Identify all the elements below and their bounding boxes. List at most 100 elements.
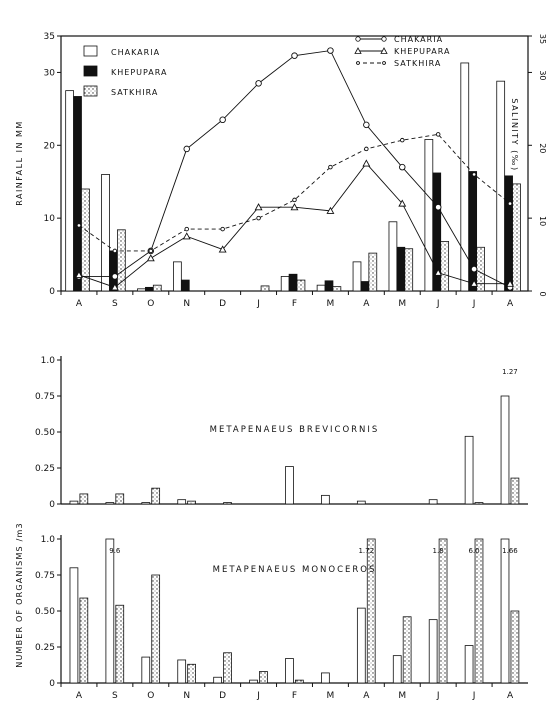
organism-bar-open — [428, 619, 438, 684]
panel2-ytick-label: 1.0 — [41, 356, 56, 366]
bar-value-annotation: 9.6 — [109, 547, 121, 555]
bar-legend-swatch — [83, 45, 98, 57]
rainfall-bar-khepupara — [468, 171, 478, 292]
rainfall-bar-chakaria — [496, 80, 506, 292]
organism-bar-open — [105, 538, 115, 684]
rainfall-bar-chakaria — [316, 284, 326, 292]
rainfall-bar-khepupara — [324, 280, 334, 292]
rainfall-bar-satkhira — [332, 286, 342, 292]
panel1-xtick-label: A — [363, 299, 370, 309]
organism-bar-dotted — [474, 538, 484, 684]
salinity-point-satkhira — [184, 226, 189, 232]
salinity-point-chakaria — [255, 80, 262, 87]
panel3-xtick-label: M — [327, 691, 335, 701]
line-legend-marker — [355, 36, 361, 42]
panel3-xtick-label: J — [436, 691, 440, 701]
rainfall-bar-khepupara — [504, 175, 513, 292]
salinity-point-khepupara — [470, 279, 479, 287]
organism-bar-dotted — [223, 502, 232, 505]
rainfall-bar-satkhira — [440, 241, 450, 292]
salinity-point-chakaria — [434, 203, 442, 211]
organism-bar-open — [356, 607, 366, 684]
panel1-y2tick-label: 10 — [538, 216, 547, 226]
rainfall-bar-chakaria — [101, 174, 110, 292]
rainfall-bar-chakaria — [173, 261, 182, 292]
rainfall-bar-chakaria — [137, 288, 146, 292]
organism-bar-open — [285, 466, 294, 505]
salinity-point-khepupara — [254, 203, 263, 211]
panel1-ylabel: RAINFALL IN MM — [15, 120, 24, 206]
salinity-point-khepupara — [74, 270, 83, 278]
organism-bar-open — [141, 656, 151, 684]
organism-bar-open — [285, 658, 294, 684]
panel1-y2tick-label: 0 — [538, 291, 547, 296]
panel3-xtick-label: J — [472, 691, 476, 701]
bar-legend-label: CHAKARIA — [111, 48, 160, 57]
rainfall-bar-satkhira — [81, 188, 90, 292]
salinity-point-khepupara — [146, 254, 155, 262]
salinity-point-khepupara — [506, 279, 515, 287]
panel1-xtick-label: J — [256, 299, 260, 309]
rainfall-bar-chakaria — [352, 261, 362, 292]
panel1-xtick-label: D — [219, 299, 226, 309]
organism-bar-open — [105, 502, 115, 505]
rainfall-bar-khepupara — [432, 172, 442, 292]
organism-bar-open — [500, 538, 510, 684]
panel3-xtick-label: S — [112, 691, 118, 701]
bar-value-annotation: 1.66 — [502, 547, 518, 555]
panel1-xtick-label: N — [183, 299, 190, 309]
salinity-point-satkhira — [76, 223, 82, 228]
salinity-point-satkhira — [148, 248, 154, 254]
bar-legend-swatch — [83, 85, 98, 97]
organism-bar-open — [177, 499, 187, 505]
line-legend-marker — [381, 36, 387, 42]
panel1-y2tick-label: 30 — [538, 70, 547, 80]
rainfall-bar-satkhira — [116, 229, 126, 292]
panel1-y2tick-label: 35 — [538, 34, 547, 44]
rainfall-bar-khepupara — [396, 246, 406, 292]
line-legend-marker — [382, 61, 386, 65]
rainfall-bar-satkhira — [476, 246, 485, 292]
panel1-ytick-label: 35 — [44, 32, 55, 42]
panel3-xtick-label: N — [183, 691, 190, 701]
salinity-point-satkhira — [435, 132, 441, 137]
panel3-xtick-label: A — [76, 691, 83, 701]
organism-bar-open — [392, 655, 402, 684]
panel3-title: METAPENAEUS MONOCEROS — [213, 565, 377, 575]
salinity-point-khepupara — [182, 232, 191, 240]
organism-bar-open — [249, 679, 258, 684]
salinity-point-chakaria — [327, 47, 334, 54]
rainfall-bar-satkhira — [368, 252, 378, 292]
bar-value-annotation: 6.0 — [468, 547, 479, 555]
rainfall-bar-satkhira — [260, 285, 270, 292]
panel3-xtick-label: O — [147, 691, 154, 701]
line-legend-label: KHEPUPARA — [394, 47, 451, 56]
panel1-xtick-label: S — [112, 299, 118, 309]
organism-bar-open — [177, 659, 187, 684]
organism-bar-open — [428, 499, 438, 505]
panel1-ytick-label: 10 — [44, 214, 56, 224]
panel2-ytick-label: 0.75 — [35, 392, 55, 402]
organism-bar-dotted — [79, 493, 89, 505]
organism-bar-open — [321, 494, 330, 505]
rainfall-bar-khepupara — [73, 96, 82, 292]
rainfall-bar-chakaria — [388, 221, 398, 292]
organism-bar-dotted — [510, 610, 520, 684]
rainfall-bar-chakaria — [65, 90, 74, 292]
rainfall-bar-khepupara — [109, 250, 118, 292]
rainfall-bar-satkhira — [512, 183, 521, 292]
salinity-point-chakaria — [363, 121, 370, 129]
rainfall-bar-satkhira — [296, 279, 306, 292]
panel1-xtick-label: O — [147, 299, 154, 309]
line-legend-label: CHAKARIA — [394, 35, 443, 44]
bar-value-annotation: 1.72 — [358, 547, 374, 555]
rainfall-bar-khepupara — [360, 281, 370, 292]
salinity-point-khepupara — [290, 203, 299, 211]
panel3-xtick-label: F — [292, 691, 297, 701]
salinity-point-satkhira — [507, 201, 513, 206]
organism-bar-dotted — [223, 652, 232, 684]
salinity-point-chakaria — [470, 265, 478, 273]
rainfall-bar-khepupara — [180, 279, 190, 292]
salinity-line-satkhira — [78, 133, 511, 252]
